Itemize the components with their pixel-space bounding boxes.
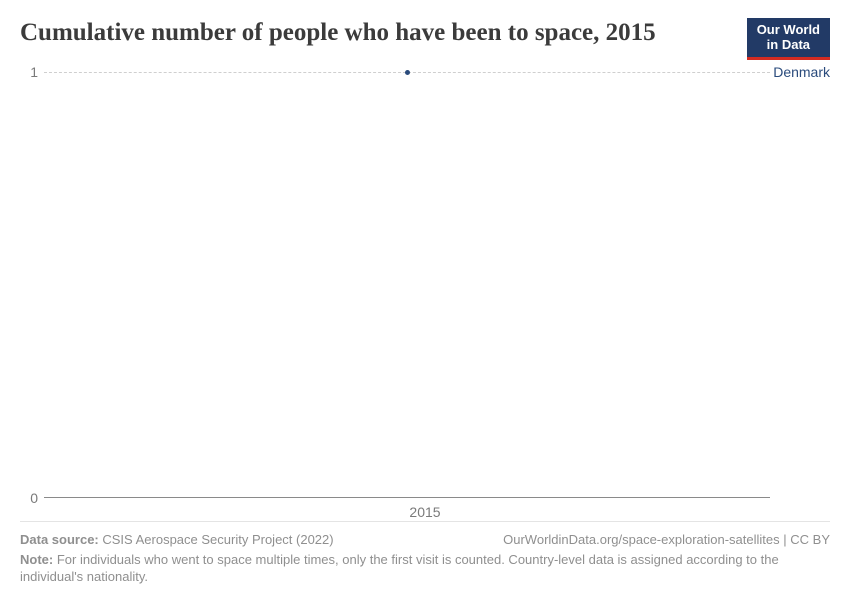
- y-tick-bottom: 0: [20, 490, 38, 506]
- chart-title: Cumulative number of people who have bee…: [20, 18, 656, 48]
- owid-logo: Our World in Data: [747, 18, 830, 60]
- series-label-denmark: Denmark: [773, 64, 830, 80]
- x-axis-line: [44, 497, 770, 498]
- footer-source: Data source: CSIS Aerospace Security Pro…: [20, 532, 334, 547]
- footer-url: OurWorldinData.org/space-exploration-sat…: [503, 532, 780, 547]
- source-label: Data source:: [20, 532, 99, 547]
- y-tick-top: 1: [20, 64, 38, 80]
- data-point-denmark: [405, 70, 410, 75]
- footer-row-source: Data source: CSIS Aerospace Security Pro…: [20, 532, 830, 547]
- footer-row-note: Note: For individuals who went to space …: [20, 551, 830, 586]
- logo-line2: in Data: [757, 38, 820, 53]
- x-tick-label: 2015: [409, 504, 440, 520]
- chart-container: Cumulative number of people who have bee…: [0, 0, 850, 600]
- logo-line1: Our World: [757, 23, 820, 38]
- note-label: Note:: [20, 552, 53, 567]
- note-text: For individuals who went to space multip…: [20, 552, 779, 585]
- footer-attribution: OurWorldinData.org/space-exploration-sat…: [503, 532, 830, 547]
- footer-license: CC BY: [790, 532, 830, 547]
- chart-plot-area: 1 0 2015 Denmark: [20, 72, 830, 524]
- chart-header: Cumulative number of people who have bee…: [20, 18, 830, 60]
- chart-footer: Data source: CSIS Aerospace Security Pro…: [20, 521, 830, 586]
- source-text: CSIS Aerospace Security Project (2022): [102, 532, 333, 547]
